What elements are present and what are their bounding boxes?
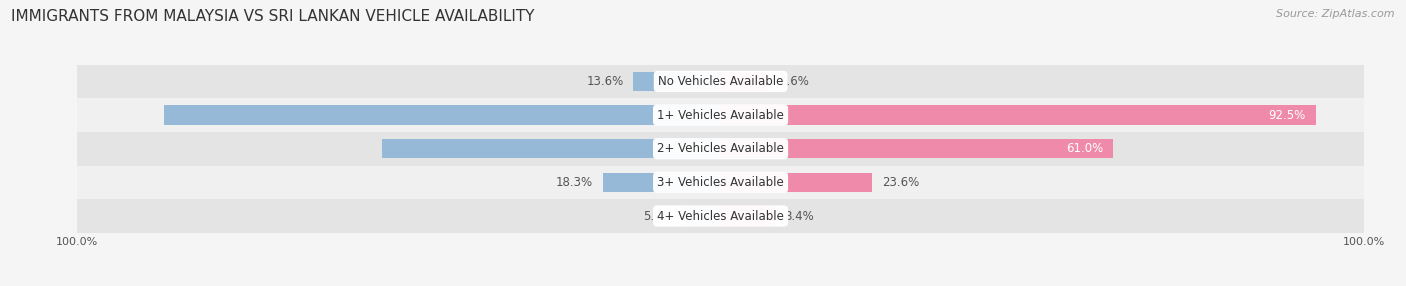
- Text: 3+ Vehicles Available: 3+ Vehicles Available: [657, 176, 785, 189]
- Bar: [77, 132, 1364, 166]
- Bar: [165, 105, 721, 125]
- Bar: [77, 65, 1364, 98]
- Text: 92.5%: 92.5%: [1268, 109, 1306, 122]
- Text: 61.0%: 61.0%: [1066, 142, 1104, 155]
- Bar: [721, 139, 1114, 158]
- Text: IMMIGRANTS FROM MALAYSIA VS SRI LANKAN VEHICLE AVAILABILITY: IMMIGRANTS FROM MALAYSIA VS SRI LANKAN V…: [11, 9, 534, 23]
- Bar: [603, 173, 721, 192]
- Bar: [721, 105, 1316, 125]
- Bar: [77, 166, 1364, 199]
- Text: 4+ Vehicles Available: 4+ Vehicles Available: [657, 210, 785, 223]
- Text: 52.7%: 52.7%: [671, 142, 707, 155]
- Bar: [77, 98, 1364, 132]
- Bar: [721, 173, 872, 192]
- Bar: [633, 72, 721, 91]
- Bar: [721, 206, 775, 226]
- Text: 8.4%: 8.4%: [785, 210, 814, 223]
- Bar: [381, 139, 721, 158]
- Text: No Vehicles Available: No Vehicles Available: [658, 75, 783, 88]
- Bar: [683, 206, 721, 226]
- Bar: [721, 72, 769, 91]
- Text: 13.6%: 13.6%: [586, 75, 623, 88]
- Text: 2+ Vehicles Available: 2+ Vehicles Available: [657, 142, 785, 155]
- Text: 7.6%: 7.6%: [779, 75, 808, 88]
- Text: Source: ZipAtlas.com: Source: ZipAtlas.com: [1277, 9, 1395, 19]
- Text: 5.9%: 5.9%: [643, 210, 673, 223]
- Bar: [77, 199, 1364, 233]
- Text: 18.3%: 18.3%: [557, 176, 593, 189]
- Text: 23.6%: 23.6%: [882, 176, 920, 189]
- Text: 86.5%: 86.5%: [671, 109, 707, 122]
- Text: 1+ Vehicles Available: 1+ Vehicles Available: [657, 109, 785, 122]
